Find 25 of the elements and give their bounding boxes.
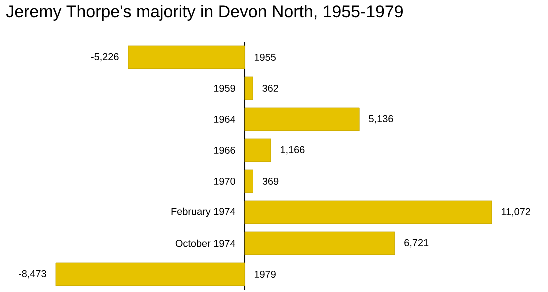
data-label: -8,473: [18, 270, 46, 279]
bar: [244, 200, 492, 224]
y-tick-label: 1959: [214, 84, 236, 92]
chart-title: Jeremy Thorpe's majority in Devon North, 1955-1979: [6, 5, 403, 21]
y-tick-label: 1955: [254, 54, 276, 62]
data-label: 1,166: [280, 146, 305, 155]
y-tick-label: February 1974: [172, 208, 236, 218]
y-tick-label: 1979: [254, 270, 276, 278]
bar: [56, 262, 246, 286]
data-label: -5,226: [91, 53, 119, 62]
bar: [244, 138, 272, 162]
data-label: 11,072: [502, 208, 530, 217]
data-label: 362: [262, 84, 278, 92]
bar: [244, 232, 396, 256]
y-tick-label: 1970: [214, 178, 236, 186]
data-label: 6,721: [404, 239, 429, 248]
bar: [244, 76, 254, 100]
bar: [244, 170, 254, 194]
bar: [244, 108, 360, 132]
bar: [128, 46, 246, 70]
data-label: 369: [262, 178, 279, 186]
data-label: 5,136: [369, 115, 394, 124]
y-tick-label: 1966: [214, 146, 236, 154]
y-tick-label: 1964: [214, 116, 236, 124]
y-tick-label: October 1974: [176, 240, 236, 248]
